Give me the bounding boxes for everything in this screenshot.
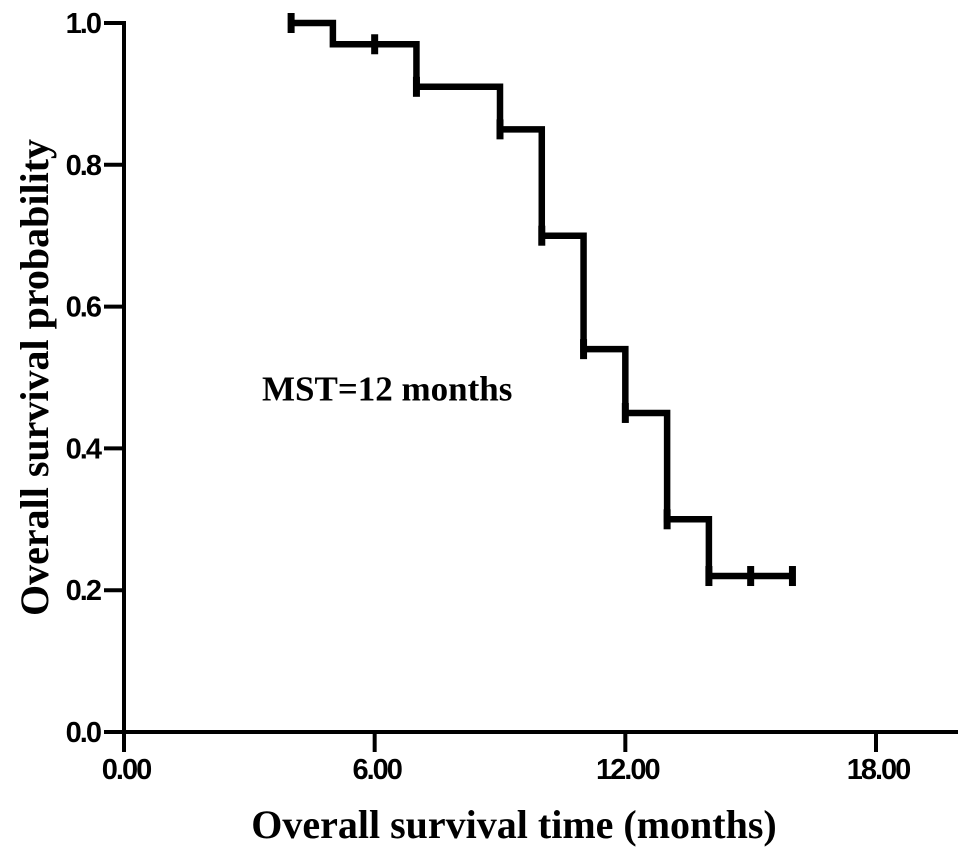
axis-tick-labels: 0.0 0.2 0.4 0.6 0.8 1.0 0.00 6.00 12.00 18.00 [66,8,912,786]
y-tick-label: 0.0 [66,717,101,749]
y-axis-title: Overall survival probability [12,139,57,616]
x-tick-label: 6.00 [352,754,401,786]
axis-ticks [104,21,878,752]
y-tick-label: 0.8 [66,150,102,182]
censor-marks [287,13,796,587]
censor-mark [371,34,379,55]
x-tick-label: 0.00 [102,754,151,786]
y-tick-label: 0.2 [66,575,101,607]
mst-annotation: MST=12 months [262,370,512,409]
y-tick-label: 0.4 [66,433,102,465]
axes [122,21,958,734]
censor-mark [496,119,504,140]
censor-mark [621,402,629,423]
censor-mark [580,339,588,360]
y-tick-label: 0.6 [66,292,102,324]
censor-mark [412,76,420,97]
censor-mark [788,566,796,587]
censor-mark [538,225,546,246]
censor-mark [747,566,755,587]
x-axis-title: Overall survival time (months) [251,802,777,847]
x-tick-label: 18.00 [847,754,910,786]
x-tick-label: 12.00 [596,754,659,786]
y-tick-label: 1.0 [66,8,101,40]
censor-mark [287,13,295,33]
survival-curve [291,19,793,580]
censor-mark [663,509,671,530]
censor-mark [705,566,713,587]
